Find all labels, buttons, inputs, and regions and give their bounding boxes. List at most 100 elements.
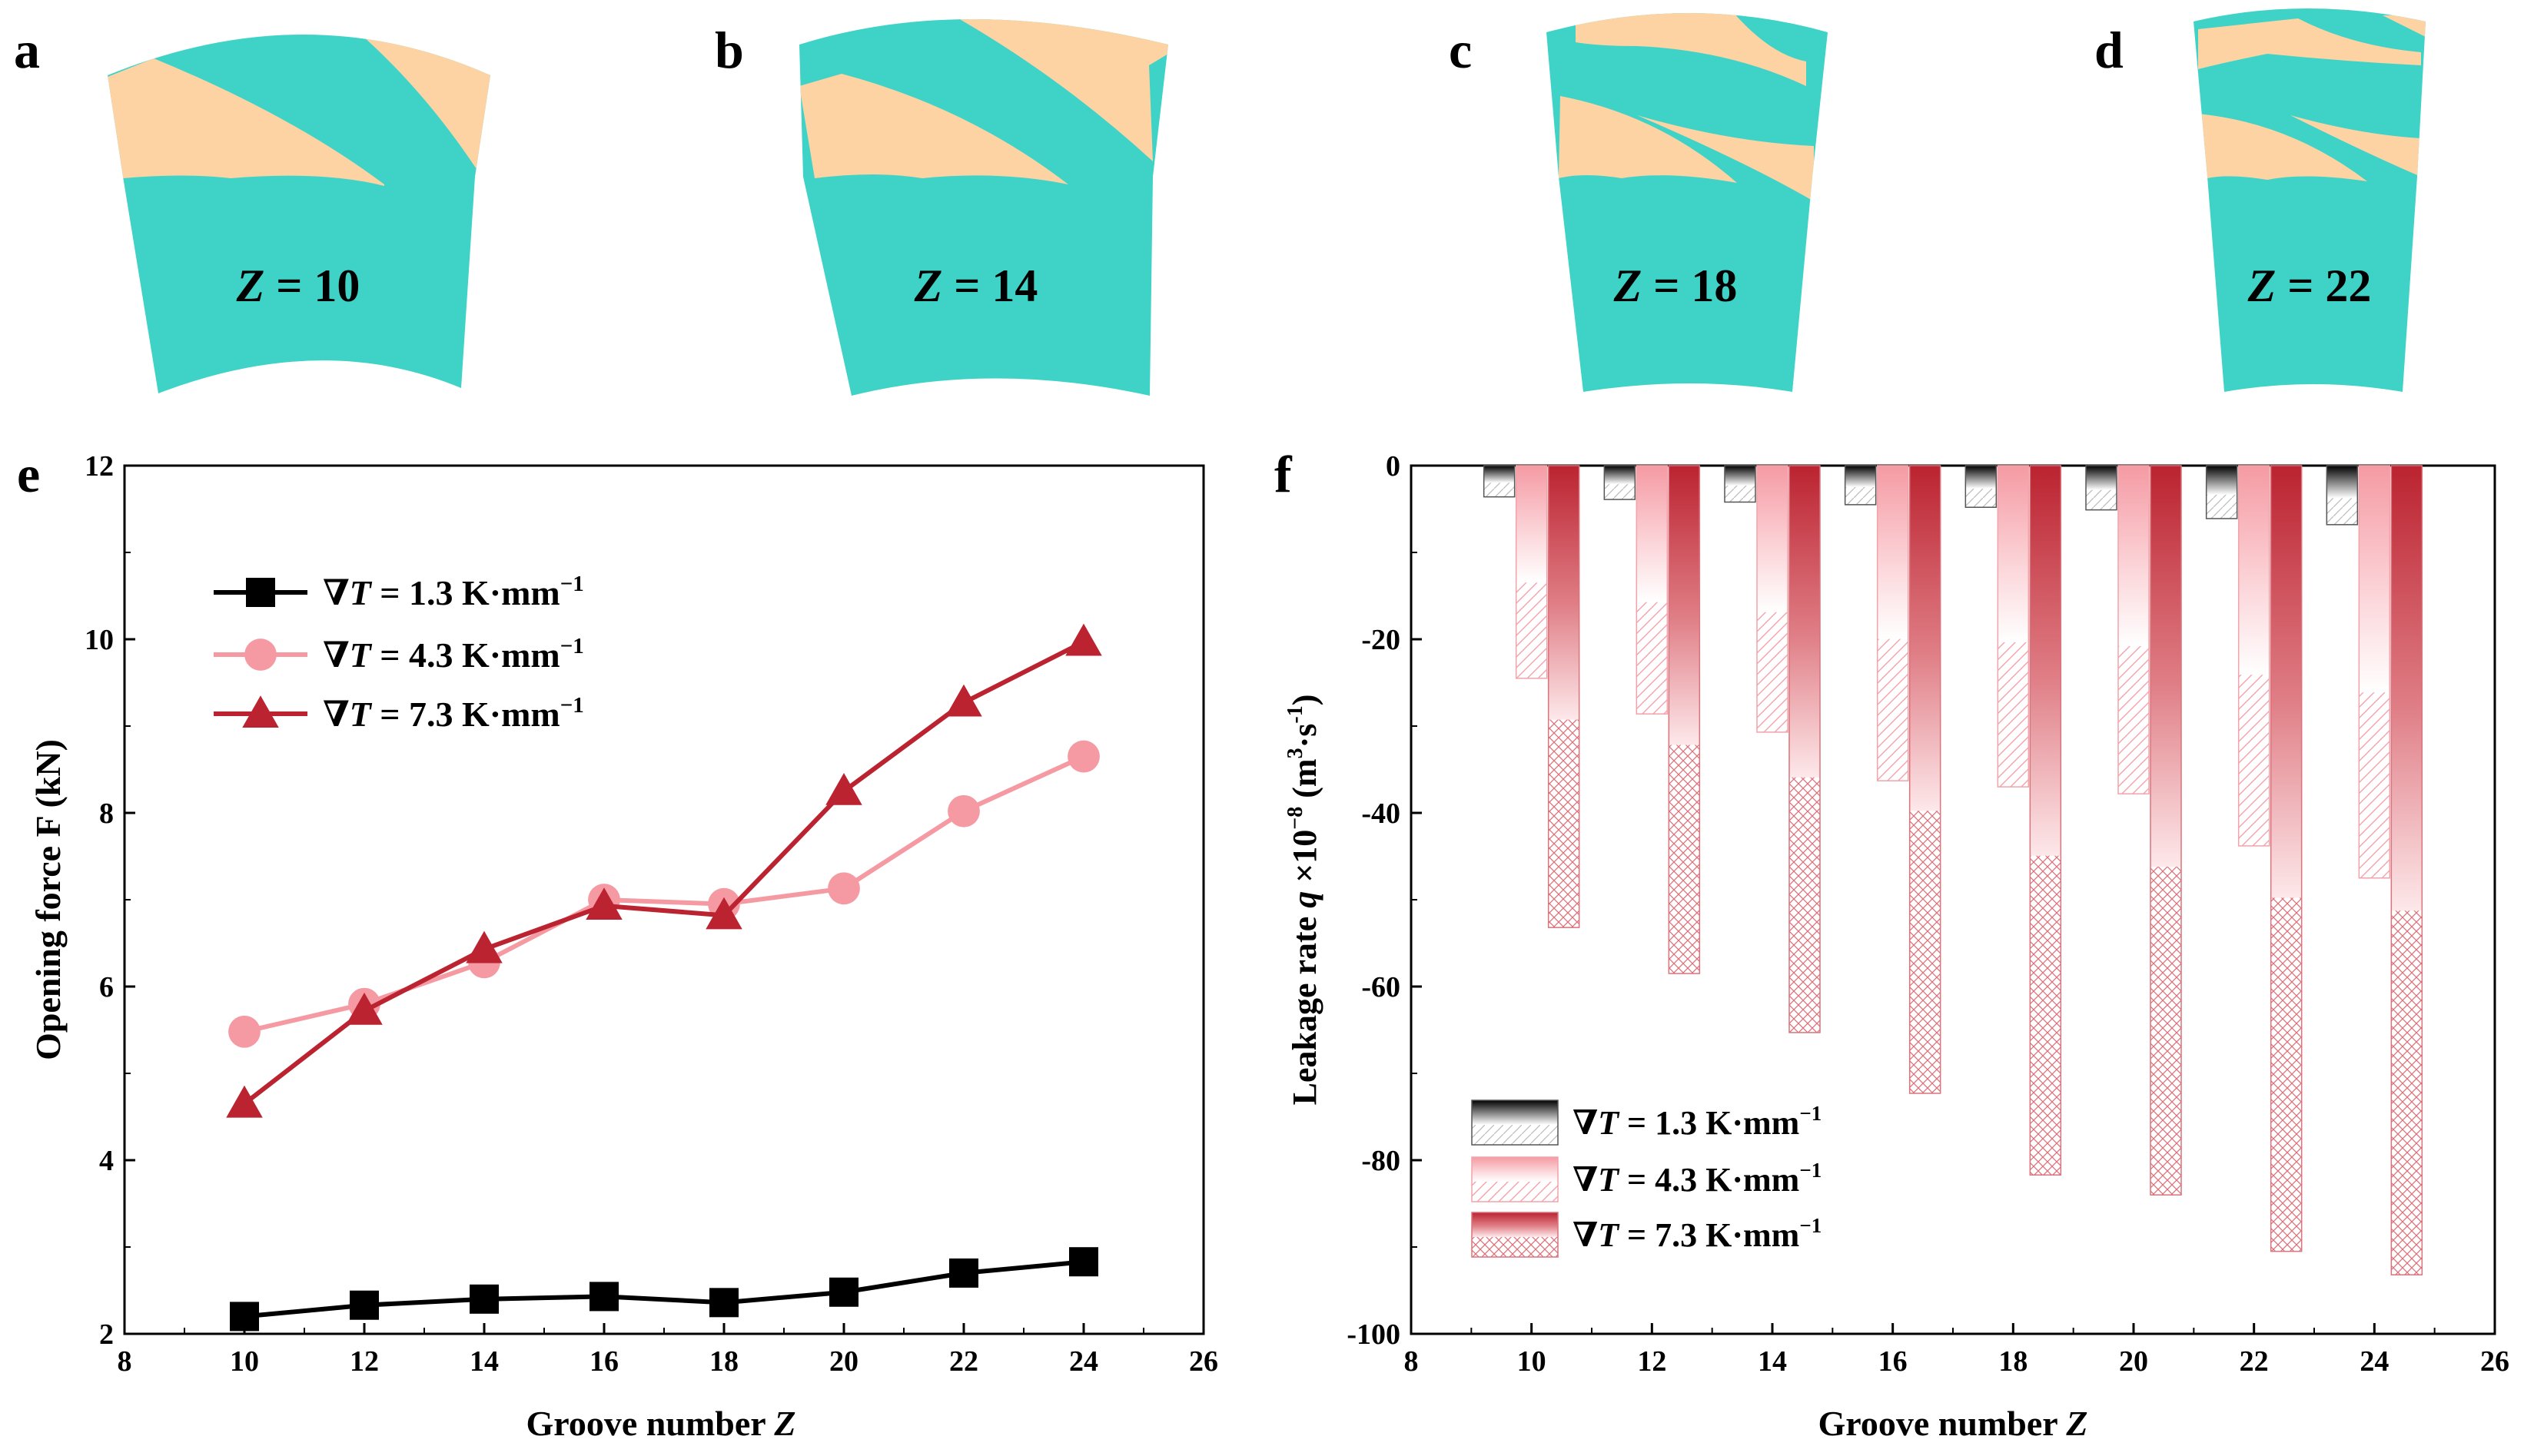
- data-point-e-1: [829, 1277, 858, 1307]
- seal-sector-b: [799, 19, 1168, 396]
- groove-b-1: [799, 74, 1068, 184]
- bar-f-s1-z12: [1603, 465, 1636, 500]
- y-tick-label-e: 4: [99, 1145, 114, 1177]
- legend-label-f-1: ∇T = 1.3 K·mm−1: [1573, 1102, 1822, 1142]
- panel-letter-a: a: [14, 21, 40, 79]
- x-tick-label-f: 14: [1758, 1345, 1787, 1378]
- groove-d-1: [2198, 114, 2367, 181]
- data-point-e-1: [949, 1258, 978, 1288]
- seal-face-panels: a Z = 10 b Z = 14 c: [14, 8, 2426, 396]
- y-axis-label-f: Leakage rate q ×10−8 (m3·s-1): [1284, 695, 1323, 1106]
- bar-f-s2-z22: [2237, 465, 2270, 847]
- bar-f-s1-z20: [2085, 465, 2117, 511]
- bar-f-s2-z24: [2358, 465, 2391, 879]
- legend-marker-e-3: [242, 695, 279, 728]
- bar-f-s3-z16: [1908, 465, 1941, 1094]
- bar-f-s2-z18: [1997, 465, 2030, 788]
- x-tick-label-e: 18: [709, 1345, 739, 1378]
- y-tick-label-f: -20: [1361, 624, 1400, 656]
- data-point-e-1: [350, 1290, 379, 1320]
- y-tick-label-e: 2: [99, 1318, 114, 1351]
- y-tick-label-e: 6: [99, 971, 114, 1003]
- legend-label-e-2: ∇T = 4.3 K·mm−1: [323, 634, 584, 675]
- x-tick-label-e: 12: [350, 1345, 379, 1378]
- series-line-e-3: [243, 639, 1085, 1106]
- data-point-e-3: [825, 773, 862, 805]
- x-tick-label-f: 18: [1998, 1345, 2028, 1378]
- panel-d: d Z = 22: [2094, 8, 2426, 392]
- panel-letter-c: c: [1449, 21, 1472, 79]
- panel-a: a Z = 10: [14, 21, 490, 393]
- panel-letter-e: e: [17, 445, 40, 503]
- bar-f-s1-z24: [2326, 465, 2359, 526]
- x-tick-label-e: 16: [589, 1345, 619, 1378]
- y-tick-label-f: 0: [1386, 450, 1400, 483]
- seal-sector-d: [2194, 8, 2426, 392]
- x-tick-label-e: 14: [470, 1345, 499, 1378]
- panel-letter-f: f: [1274, 445, 1293, 503]
- bar-f-s3-z18: [2029, 465, 2062, 1176]
- legend-marker-e-1: [246, 578, 275, 607]
- groove-b-2: [953, 19, 1168, 161]
- panel-letter-d: d: [2094, 21, 2124, 79]
- x-tick-label-f: 10: [1517, 1345, 1546, 1378]
- groove-c-2: [1576, 13, 1806, 86]
- x-tick-label-e: 24: [1069, 1345, 1098, 1378]
- bar-f-s3-z22: [2270, 465, 2303, 1252]
- y-tick-label-f: -100: [1347, 1318, 1400, 1351]
- x-tick-label-f: 8: [1404, 1345, 1419, 1378]
- x-tick-label-f: 20: [2119, 1345, 2148, 1378]
- x-tick-label-f: 26: [2480, 1345, 2509, 1378]
- legend-swatch-f-3: [1471, 1212, 1559, 1258]
- data-point-e-3: [226, 1085, 263, 1118]
- series-line-e-1: [244, 1259, 1084, 1319]
- bar-f-s1-z10: [1483, 465, 1516, 498]
- data-point-e-3: [706, 897, 742, 930]
- bar-f-s3-z24: [2390, 465, 2423, 1275]
- series-e: [226, 623, 1102, 1332]
- y-tick-label-f: -60: [1361, 971, 1400, 1003]
- legend-label-e-3: ∇T = 7.3 K·mm−1: [323, 693, 584, 734]
- bar-f-s2-z16: [1876, 465, 1909, 781]
- data-point-e-1: [470, 1284, 499, 1314]
- data-point-e-2: [228, 1015, 261, 1048]
- bar-f-s2-z10: [1515, 465, 1548, 679]
- z-label-b: Z = 14: [914, 260, 1038, 311]
- panel-c: c Z = 18: [1449, 13, 1828, 392]
- bar-f-s2-z20: [2117, 465, 2150, 794]
- data-point-e-1: [709, 1288, 739, 1318]
- bar-f-s3-z12: [1668, 465, 1701, 974]
- y-tick-label-f: -40: [1361, 798, 1400, 830]
- z-label-a: Z = 10: [236, 260, 360, 311]
- x-axis-label-f: Groove number Z: [1818, 1404, 2088, 1443]
- legend-label-f-2: ∇T = 4.3 K·mm−1: [1573, 1159, 1822, 1199]
- y-tick-label-e: 12: [85, 450, 114, 483]
- bar-f-s1-z14: [1724, 465, 1756, 503]
- bar-f-s2-z12: [1636, 465, 1669, 715]
- legend-swatch-f-1: [1471, 1099, 1559, 1146]
- data-point-e-3: [945, 684, 982, 717]
- x-tick-label-f: 12: [1637, 1345, 1666, 1378]
- seal-sector-a: [108, 35, 490, 393]
- bars-f: [1483, 465, 2423, 1275]
- data-point-e-2: [948, 794, 980, 827]
- series-line-e-2: [244, 754, 1085, 1034]
- data-point-e-2: [828, 872, 860, 905]
- data-point-e-2: [1068, 740, 1100, 773]
- legend-swatch-f-2: [1471, 1156, 1559, 1202]
- bar-f-s2-z14: [1756, 465, 1788, 733]
- groove-d-4: [2383, 15, 2426, 38]
- legend-marker-e-2: [244, 638, 277, 671]
- legend-label-f-3: ∇T = 7.3 K·mm−1: [1573, 1214, 1822, 1254]
- bar-f-s3-z14: [1788, 465, 1821, 1033]
- bar-f-s1-z22: [2205, 465, 2238, 519]
- y-tick-label-e: 8: [99, 798, 114, 830]
- groove-d-2: [2198, 18, 2421, 69]
- x-tick-label-e: 20: [829, 1345, 858, 1378]
- bar-f-s3-z20: [2150, 465, 2182, 1196]
- groove-a-1: [108, 58, 384, 186]
- legend-f: ∇T = 1.3 K·mm−1 ∇T = 4.3 K·mm−1 ∇T = 7.3 K…: [1471, 1099, 1822, 1258]
- z-label-d: Z = 22: [2247, 260, 2372, 311]
